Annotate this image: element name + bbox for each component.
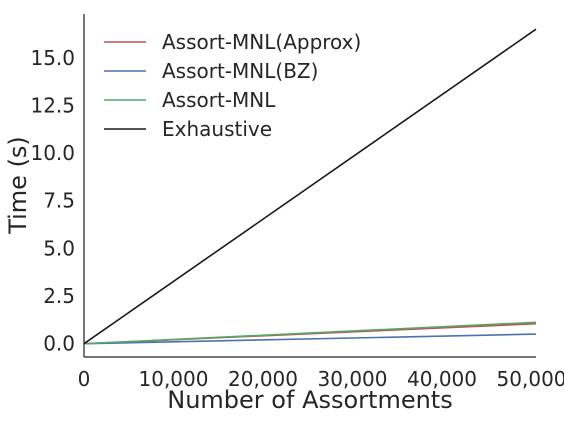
x-tick-label: 30,000	[318, 367, 388, 391]
series-line-3	[83, 321, 537, 345]
series-line-4	[83, 28, 537, 345]
y-tick-label: 7.5	[43, 189, 75, 213]
y-tick-label: 2.5	[43, 284, 75, 308]
y-tick-label: 15.0	[30, 46, 75, 70]
legend-label-4: Exhaustive	[162, 117, 272, 141]
y-tick-label: 10.0	[30, 141, 75, 165]
ticks: 0 10,000 20,000 30,000 40,000 50,000 0.0 2.5 5.0…	[30, 46, 564, 391]
series-line-2	[83, 333, 537, 345]
legend-label-3: Assort-MNL	[162, 88, 276, 112]
y-tick-label: 5.0	[43, 236, 75, 260]
legend-label-2: Assort-MNL(BZ)	[162, 59, 318, 83]
x-tick-label: 10,000	[139, 367, 209, 391]
x-tick-label: 50,000	[497, 367, 564, 391]
legend: Assort-MNL(Approx) Assort-MNL(BZ) Assort-M…	[104, 30, 361, 141]
x-tick-label: 0	[78, 367, 91, 391]
y-tick-label: 0.0	[43, 332, 75, 356]
x-tick-label: 20,000	[228, 367, 298, 391]
y-axis-label: Time (s)	[4, 136, 32, 235]
legend-label-1: Assort-MNL(Approx)	[162, 30, 361, 54]
x-tick-label: 40,000	[407, 367, 477, 391]
x-axis-label: Number of Assortments	[167, 386, 452, 414]
series-layer	[83, 28, 537, 345]
y-tick-label: 12.5	[30, 93, 75, 117]
axes	[83, 14, 536, 358]
